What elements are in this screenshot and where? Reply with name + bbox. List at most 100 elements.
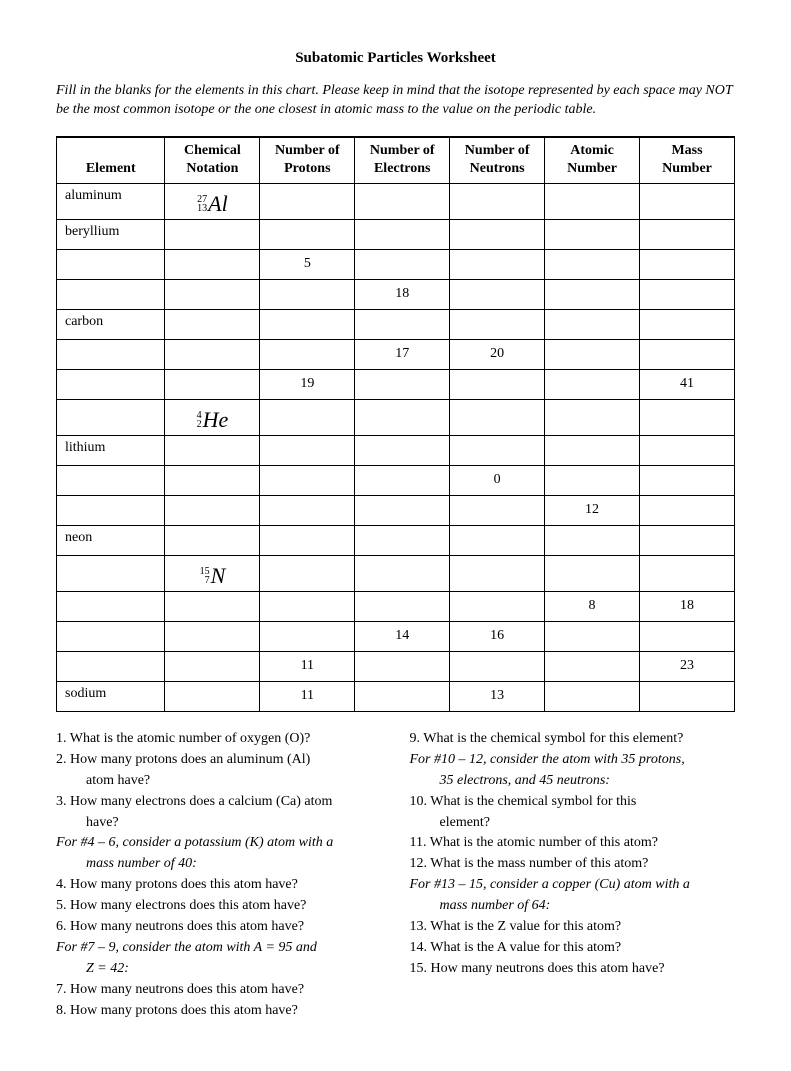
cell-element[interactable] xyxy=(57,496,165,526)
cell-element[interactable] xyxy=(57,280,165,310)
cell-atomic[interactable] xyxy=(545,280,640,310)
cell-electrons[interactable] xyxy=(355,556,450,592)
cell-mass[interactable] xyxy=(640,526,735,556)
cell-neutrons[interactable] xyxy=(450,436,545,466)
cell-electrons[interactable] xyxy=(355,220,450,250)
cell-element[interactable] xyxy=(57,370,165,400)
cell-electrons[interactable] xyxy=(355,592,450,622)
cell-neutrons[interactable] xyxy=(450,370,545,400)
cell-notation[interactable] xyxy=(165,526,260,556)
cell-neutrons[interactable] xyxy=(450,556,545,592)
cell-neutrons[interactable]: 20 xyxy=(450,340,545,370)
cell-electrons[interactable] xyxy=(355,496,450,526)
cell-electrons[interactable]: 17 xyxy=(355,340,450,370)
cell-mass[interactable] xyxy=(640,184,735,220)
cell-element[interactable]: aluminum xyxy=(57,184,165,220)
cell-protons[interactable] xyxy=(260,496,355,526)
cell-protons[interactable] xyxy=(260,592,355,622)
cell-mass[interactable] xyxy=(640,682,735,712)
cell-protons[interactable] xyxy=(260,526,355,556)
cell-notation[interactable] xyxy=(165,370,260,400)
cell-electrons[interactable] xyxy=(355,436,450,466)
cell-element[interactable] xyxy=(57,622,165,652)
cell-electrons[interactable] xyxy=(355,310,450,340)
cell-protons[interactable] xyxy=(260,400,355,436)
cell-electrons[interactable]: 18 xyxy=(355,280,450,310)
cell-neutrons[interactable]: 16 xyxy=(450,622,545,652)
cell-mass[interactable]: 18 xyxy=(640,592,735,622)
cell-electrons[interactable] xyxy=(355,652,450,682)
cell-neutrons[interactable] xyxy=(450,184,545,220)
cell-neutrons[interactable]: 13 xyxy=(450,682,545,712)
cell-neutrons[interactable] xyxy=(450,280,545,310)
cell-element[interactable]: sodium xyxy=(57,682,165,712)
cell-notation[interactable] xyxy=(165,682,260,712)
cell-atomic[interactable]: 8 xyxy=(545,592,640,622)
cell-mass[interactable] xyxy=(640,556,735,592)
cell-element[interactable] xyxy=(57,556,165,592)
cell-atomic[interactable] xyxy=(545,220,640,250)
cell-neutrons[interactable] xyxy=(450,652,545,682)
cell-atomic[interactable] xyxy=(545,466,640,496)
cell-mass[interactable] xyxy=(640,400,735,436)
cell-atomic[interactable] xyxy=(545,652,640,682)
cell-mass[interactable]: 41 xyxy=(640,370,735,400)
cell-protons[interactable] xyxy=(260,436,355,466)
cell-neutrons[interactable] xyxy=(450,310,545,340)
cell-notation[interactable] xyxy=(165,466,260,496)
cell-element[interactable] xyxy=(57,592,165,622)
cell-element[interactable] xyxy=(57,466,165,496)
cell-electrons[interactable] xyxy=(355,682,450,712)
cell-notation[interactable] xyxy=(165,250,260,280)
cell-neutrons[interactable] xyxy=(450,526,545,556)
cell-element[interactable]: carbon xyxy=(57,310,165,340)
cell-notation[interactable] xyxy=(165,622,260,652)
cell-notation[interactable] xyxy=(165,310,260,340)
cell-neutrons[interactable] xyxy=(450,592,545,622)
cell-protons[interactable]: 11 xyxy=(260,682,355,712)
cell-protons[interactable] xyxy=(260,310,355,340)
cell-atomic[interactable] xyxy=(545,250,640,280)
cell-notation[interactable]: 42He xyxy=(165,400,260,436)
cell-mass[interactable] xyxy=(640,496,735,526)
cell-protons[interactable] xyxy=(260,466,355,496)
cell-electrons[interactable] xyxy=(355,466,450,496)
cell-mass[interactable] xyxy=(640,250,735,280)
cell-protons[interactable] xyxy=(260,184,355,220)
cell-mass[interactable]: 23 xyxy=(640,652,735,682)
cell-neutrons[interactable] xyxy=(450,220,545,250)
cell-element[interactable] xyxy=(57,400,165,436)
cell-mass[interactable] xyxy=(640,436,735,466)
cell-atomic[interactable] xyxy=(545,682,640,712)
cell-element[interactable]: beryllium xyxy=(57,220,165,250)
cell-notation[interactable] xyxy=(165,436,260,466)
cell-notation[interactable]: 157N xyxy=(165,556,260,592)
cell-neutrons[interactable] xyxy=(450,400,545,436)
cell-neutrons[interactable] xyxy=(450,250,545,280)
cell-atomic[interactable] xyxy=(545,340,640,370)
cell-electrons[interactable]: 14 xyxy=(355,622,450,652)
cell-electrons[interactable] xyxy=(355,250,450,280)
cell-protons[interactable] xyxy=(260,556,355,592)
cell-notation[interactable] xyxy=(165,340,260,370)
cell-atomic[interactable] xyxy=(545,400,640,436)
cell-electrons[interactable] xyxy=(355,400,450,436)
cell-protons[interactable]: 19 xyxy=(260,370,355,400)
cell-atomic[interactable] xyxy=(545,526,640,556)
cell-protons[interactable] xyxy=(260,220,355,250)
cell-neutrons[interactable]: 0 xyxy=(450,466,545,496)
cell-protons[interactable] xyxy=(260,622,355,652)
cell-notation[interactable] xyxy=(165,652,260,682)
cell-mass[interactable] xyxy=(640,220,735,250)
cell-notation[interactable] xyxy=(165,592,260,622)
cell-protons[interactable]: 5 xyxy=(260,250,355,280)
cell-mass[interactable] xyxy=(640,466,735,496)
cell-atomic[interactable] xyxy=(545,370,640,400)
cell-electrons[interactable] xyxy=(355,184,450,220)
cell-atomic[interactable] xyxy=(545,436,640,466)
cell-protons[interactable] xyxy=(260,340,355,370)
cell-notation[interactable] xyxy=(165,496,260,526)
cell-element[interactable]: neon xyxy=(57,526,165,556)
cell-atomic[interactable] xyxy=(545,622,640,652)
cell-element[interactable]: lithium xyxy=(57,436,165,466)
